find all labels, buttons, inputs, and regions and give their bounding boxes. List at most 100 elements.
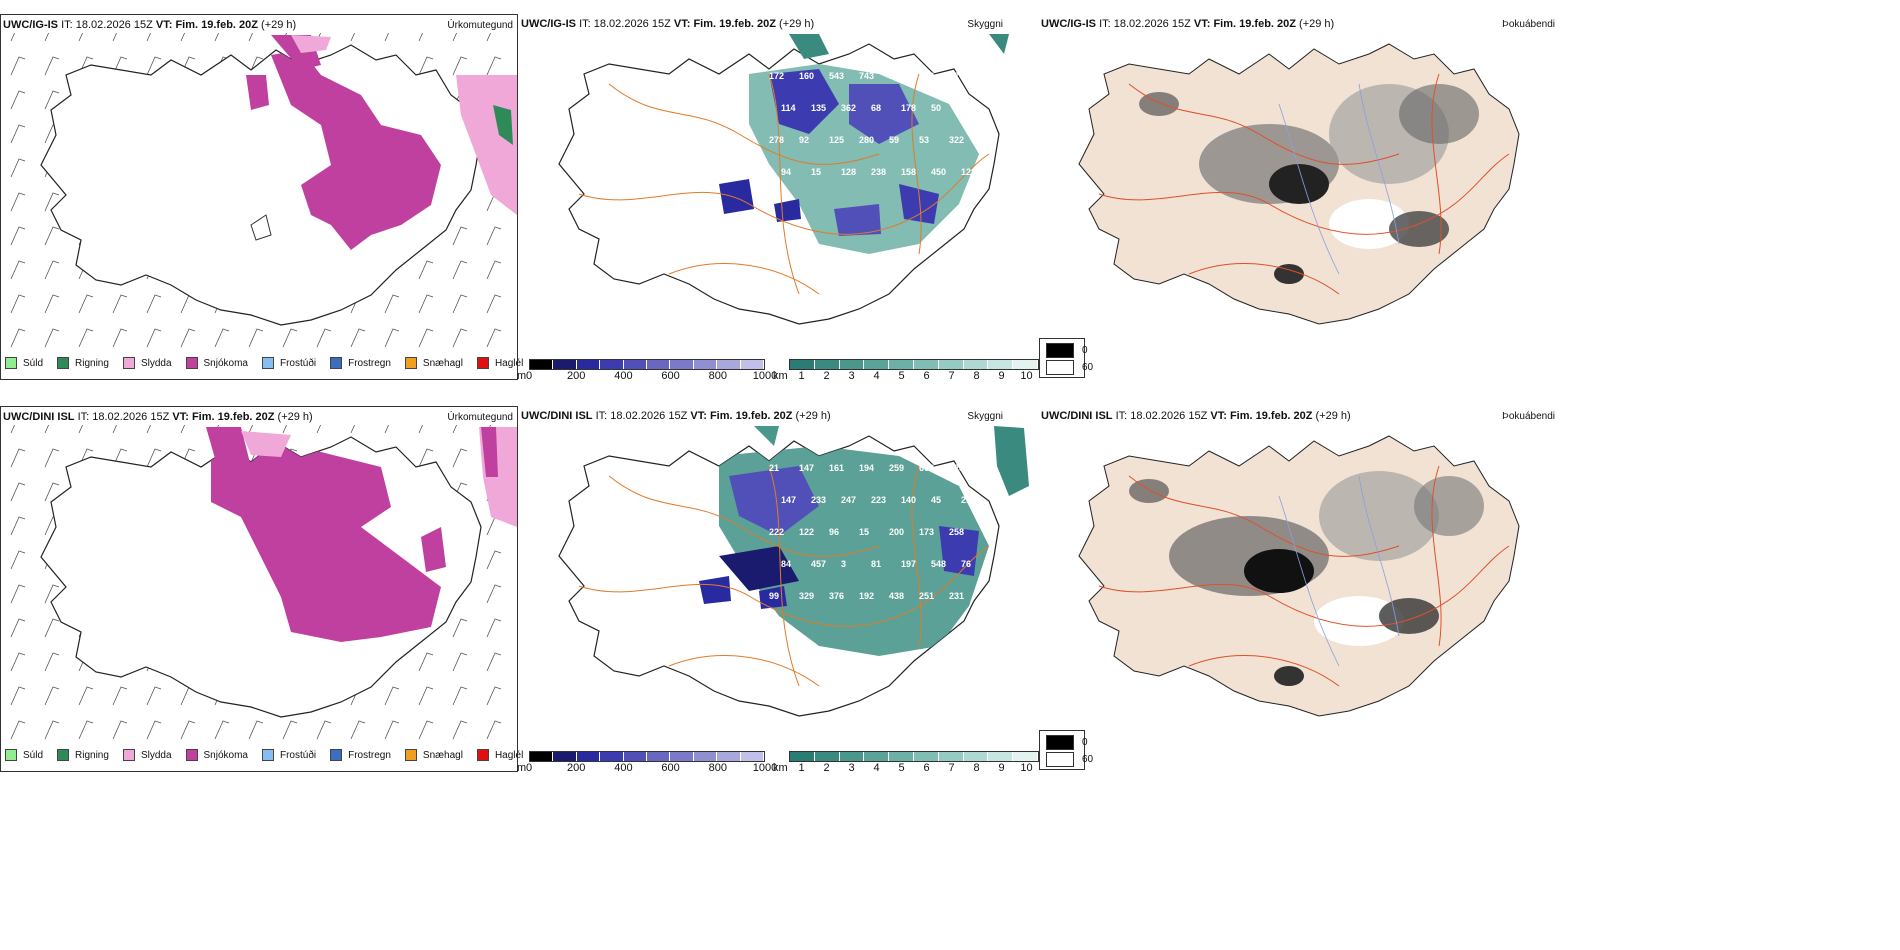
- cloudbase-panel-row1: UWC/IG-IS IT: 18.02.2026 15Z VT: Fim. 19…: [517, 14, 1039, 382]
- cloud-key-legend: 0 60: [1039, 338, 1093, 378]
- scale-swatch: [717, 752, 741, 761]
- cloud-base-value: 438: [889, 591, 904, 601]
- cloud-base-value: 362: [841, 103, 856, 113]
- legend-item: Slydda: [122, 357, 172, 369]
- cloud-base-value: 329: [799, 591, 814, 601]
- scale-tick-label: 5: [898, 370, 905, 382]
- cloud-base-value: 197: [901, 559, 916, 569]
- scale-swatch: [693, 752, 718, 761]
- scale-tick-label: 4: [873, 370, 880, 382]
- scale-swatch: [889, 360, 914, 369]
- scale-swatch: [988, 360, 1014, 369]
- scale-tick-label: 9: [998, 370, 1005, 382]
- cloud-base-value: 238: [871, 167, 886, 177]
- cloudbase-map: 21 147 161 194 259 663 128 147 233 247 223 140 45 217…: [558, 426, 1029, 717]
- scale-swatch: [693, 360, 718, 369]
- legend-item: Snjókoma: [185, 749, 248, 761]
- scale-swatch: [553, 360, 577, 369]
- cloud-base-value: 45: [931, 495, 941, 505]
- scale-swatch: [913, 752, 939, 761]
- legend-item: Snæhagl: [404, 749, 463, 761]
- cloud-base-value: 457: [811, 559, 826, 569]
- cloud-base-value: 59: [889, 135, 899, 145]
- panel-type-label: Skyggni: [967, 411, 1003, 422]
- legend-item: Haglél: [476, 749, 523, 761]
- cloud-base-value: 178: [901, 103, 916, 113]
- scale-tick-label: 5: [898, 762, 905, 774]
- scale-tick-label: 800: [708, 370, 727, 382]
- scale-tick-label: 3: [848, 762, 855, 774]
- cloud-base-value: 548: [931, 559, 946, 569]
- cloud-base-value: 172: [769, 71, 784, 81]
- scale-tick-label: 400: [614, 370, 633, 382]
- cloud-base-value: 222: [769, 527, 784, 537]
- cloud-base-value: 663: [919, 463, 934, 473]
- scale-swatch: [740, 360, 765, 369]
- scale-tick-label: 1: [798, 762, 805, 774]
- legend-item: Frostregn: [330, 749, 391, 761]
- scale-swatch: [647, 360, 671, 369]
- scale-swatch: [576, 752, 601, 761]
- cloud-base-value: 194: [859, 463, 874, 473]
- height-scale-m: 0 200 400 600 800 1000 m: [517, 751, 777, 774]
- cloud-base-value: 76: [961, 559, 971, 569]
- cloud-base-value: 17: [949, 71, 959, 81]
- cloud-base-value: 15: [859, 527, 869, 537]
- cloud-base-value: 173: [919, 527, 934, 537]
- cloud-base-value: 450: [931, 167, 946, 177]
- scale-swatch: [530, 360, 554, 369]
- cloud-base-value: 53: [919, 135, 929, 145]
- scale-tick-label: 2: [823, 762, 830, 774]
- cloud-base-value: 99: [769, 591, 779, 601]
- cloud-base-value: 68: [871, 103, 881, 113]
- cloud-base-value: 3: [841, 559, 846, 569]
- cloud-base-value: 217: [961, 495, 976, 505]
- scale-tick-label: 1000: [752, 370, 778, 382]
- fog-panel-row2: UWC/DINI ISL IT: 18.02.2026 15Z VT: Fim.…: [1039, 406, 1559, 772]
- scale-tick-label: 4: [873, 762, 880, 774]
- cloud-base-value: 125: [829, 135, 844, 145]
- cloud-base-value: 543: [829, 71, 844, 81]
- scale-swatch: [576, 360, 601, 369]
- scale-swatch: [623, 752, 648, 761]
- cloud-base-value: 160: [799, 71, 814, 81]
- scale-swatch: [790, 360, 815, 369]
- scale-swatch: [623, 360, 648, 369]
- scale-tick-label: 8: [973, 762, 980, 774]
- scale-swatch: [988, 752, 1014, 761]
- legend-item: Rigning: [57, 357, 109, 369]
- cloud-base-value: 158: [901, 167, 916, 177]
- cloud-base-value: 154: [889, 71, 904, 81]
- panel-type-label: Skyggni: [967, 19, 1003, 30]
- scale-tick-label: 10: [1020, 762, 1033, 774]
- cloud-base-value: 96: [829, 527, 839, 537]
- scale-tick-label: 0: [525, 762, 533, 774]
- scale-swatch: [963, 752, 989, 761]
- cloud-base-value: 81: [871, 559, 881, 569]
- cloud-base-value: 128: [949, 463, 964, 473]
- scale-swatch: [839, 752, 865, 761]
- cloud-base-value: 108: [919, 71, 934, 81]
- scale-tick-label: 9: [998, 762, 1005, 774]
- scale-swatch: [913, 360, 939, 369]
- panel-title: UWC/DINI ISL IT: 18.02.2026 15Z VT: Fim.…: [521, 410, 831, 422]
- scale-swatch: [963, 360, 989, 369]
- scale-swatch: [864, 752, 890, 761]
- legend-item: Haglél: [476, 357, 523, 369]
- cloud-base-value: 247: [841, 495, 856, 505]
- cloud-base-value: 128: [841, 167, 856, 177]
- panel-type-label: Þokuábendi: [1502, 411, 1555, 422]
- precip-map: [1, 425, 517, 747]
- cloud-base-value: 122: [799, 527, 814, 537]
- scale-swatch: [1013, 360, 1038, 369]
- cloud-base-value: 258: [949, 527, 964, 537]
- cloud-base-value: 223: [871, 495, 886, 505]
- cloud-base-value: 233: [811, 495, 826, 505]
- legend-item: Snæhagl: [404, 357, 463, 369]
- cloud-base-value: 50: [931, 103, 941, 113]
- scale-swatch: [889, 752, 914, 761]
- precip-map: [1, 33, 517, 355]
- scale-swatch: [1013, 752, 1038, 761]
- scale-swatch: [938, 360, 964, 369]
- legend-item: Súld: [5, 749, 43, 761]
